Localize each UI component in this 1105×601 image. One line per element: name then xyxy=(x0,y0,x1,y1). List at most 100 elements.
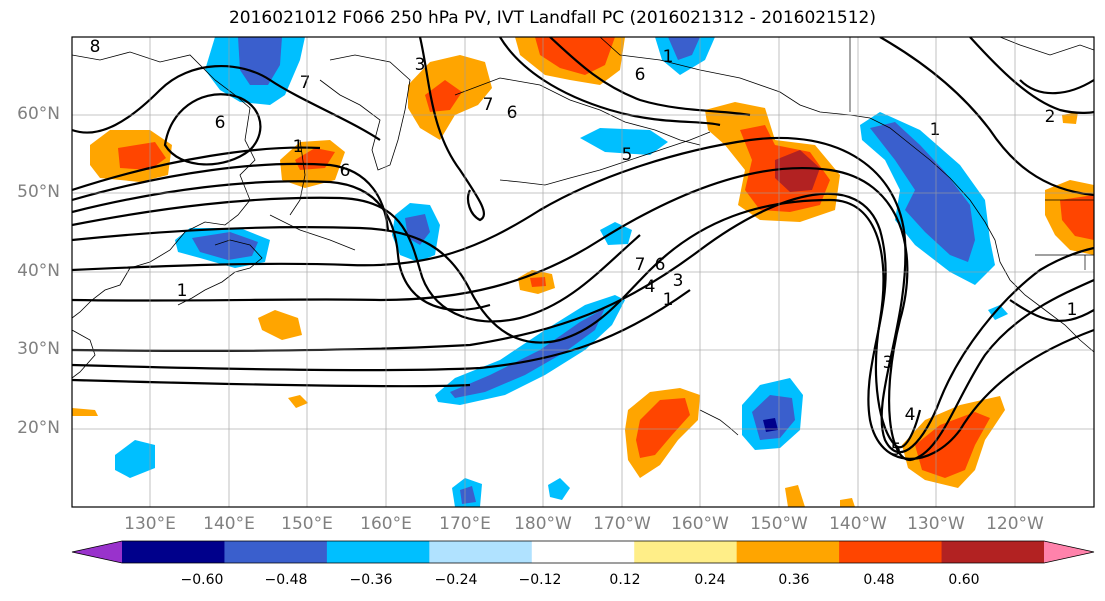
colorbar-segment xyxy=(941,541,1045,563)
political-borders xyxy=(849,37,1094,270)
contour-line xyxy=(879,37,1094,197)
colorbar-segment xyxy=(634,541,738,563)
contour-label: 3 xyxy=(883,353,894,373)
contour-label: 7 xyxy=(635,255,646,275)
positive-anomaly-core xyxy=(915,412,990,478)
contour-label: 1 xyxy=(177,281,188,301)
positive-anomaly-peak xyxy=(775,150,820,192)
colorbar-tick-label: 0.48 xyxy=(863,572,895,588)
lon-label: 140°E xyxy=(203,514,255,534)
contour-line xyxy=(418,37,485,222)
contour-label: 5 xyxy=(891,440,902,460)
map-frame xyxy=(71,36,1095,508)
contour-label: 2 xyxy=(1045,107,1056,127)
contour-label: 1 xyxy=(293,137,304,157)
contour-label: 1 xyxy=(1067,300,1078,320)
lat-label-20n: 20°N xyxy=(17,418,60,438)
contour-label: 1 xyxy=(930,120,941,140)
colorbar-tick-label: −0.24 xyxy=(434,572,478,588)
coastline-sakhalin-kurils xyxy=(269,139,356,251)
lon-label: 180°W xyxy=(514,514,572,534)
colorbar-segment xyxy=(224,541,328,563)
contour-line xyxy=(72,166,1094,462)
contour-line xyxy=(72,136,1094,454)
coastline-aleutians xyxy=(499,131,711,186)
contour-line xyxy=(72,378,471,388)
coastlines xyxy=(72,37,1094,436)
colorbar-tick-label: −0.36 xyxy=(349,572,393,588)
coastline-asia xyxy=(72,51,256,319)
negative-anomaly-area xyxy=(548,478,570,500)
negative-anomaly-core xyxy=(460,486,476,504)
positive-anomaly-core xyxy=(1060,195,1094,240)
lon-label: 130°W xyxy=(907,514,965,534)
negative-anomaly-core xyxy=(192,232,258,260)
negative-anomaly-area xyxy=(600,222,632,245)
contour-line xyxy=(72,65,381,141)
contour-line xyxy=(72,192,1094,460)
contour-label: 7 xyxy=(300,73,311,93)
colorbar-segment xyxy=(839,541,943,563)
lon-label: 160°E xyxy=(360,514,412,534)
gridlines xyxy=(72,37,1094,507)
lon-label: 160°W xyxy=(671,514,729,534)
contour-line xyxy=(72,198,922,449)
coastline-china xyxy=(72,329,96,379)
lon-label: 150°W xyxy=(750,514,808,534)
lon-label: 170°W xyxy=(593,514,651,534)
colorbar-outline xyxy=(71,540,1095,564)
positive-anomaly-core xyxy=(535,37,615,75)
contour-line xyxy=(72,146,321,192)
contour-label: 3 xyxy=(415,55,426,75)
coastline-alaska xyxy=(599,37,1094,353)
colorbar-tick-label: 0.12 xyxy=(609,572,641,588)
negative-anomaly-core xyxy=(870,122,975,262)
negative-anomaly-peak xyxy=(763,418,778,432)
positive-anomaly-area xyxy=(840,498,855,507)
colorbar-tick-label: −0.12 xyxy=(518,572,562,588)
positive-anomaly-core xyxy=(118,142,166,170)
colorbar-tick-label: −0.48 xyxy=(264,572,308,588)
colorbar-extend-high xyxy=(1044,541,1094,563)
coastline-japan xyxy=(177,239,263,306)
contour-line xyxy=(72,180,491,311)
contour-label: 6 xyxy=(340,161,351,181)
negative-anomaly-core xyxy=(450,308,605,398)
contour-line xyxy=(499,37,721,127)
lon-label: 120°W xyxy=(986,514,1044,534)
negative-anomaly-core xyxy=(238,37,282,85)
positive-anomaly-core xyxy=(425,80,462,112)
contour-line xyxy=(1009,299,1094,322)
positive-anomaly-area xyxy=(72,408,98,416)
positive-anomaly-core xyxy=(530,277,546,287)
contour-label: 6 xyxy=(215,113,226,133)
contour-label: 6 xyxy=(507,103,518,123)
contour-label: 1 xyxy=(663,290,674,310)
coastline-northeast xyxy=(999,37,1094,56)
negative-anomaly-core xyxy=(668,37,700,60)
positive-anomaly-area xyxy=(288,395,308,408)
map-title: 2016021012 F066 250 hPa PV, IVT Landfall… xyxy=(228,8,876,28)
colorbar-tick-label: 0.36 xyxy=(778,572,810,588)
lat-label-40n: 40°N xyxy=(17,261,60,281)
lat-label-30n: 30°N xyxy=(17,339,60,359)
colorbar-segment xyxy=(326,541,430,563)
contour-line xyxy=(72,162,390,231)
contour-label: 6 xyxy=(635,65,646,85)
contour-label: 8 xyxy=(90,37,101,57)
coastline-kamchatka xyxy=(319,54,411,171)
lon-label: 170°E xyxy=(439,514,491,534)
colorbar-segment xyxy=(531,541,635,563)
coastline-bering xyxy=(454,77,701,146)
colorbar-segment xyxy=(429,541,533,563)
contour-label: 1 xyxy=(663,47,674,67)
lon-label: 150°E xyxy=(281,514,333,534)
lat-label-50n: 50°N xyxy=(17,182,60,202)
colorbar-extend-low xyxy=(72,541,122,563)
border-states xyxy=(1045,199,1094,270)
contour-label: 3 xyxy=(673,271,684,291)
pv-contours xyxy=(72,37,1094,462)
contour-line xyxy=(549,37,751,117)
lon-label: 130°E xyxy=(124,514,176,534)
contour-label: 7 xyxy=(483,95,494,115)
